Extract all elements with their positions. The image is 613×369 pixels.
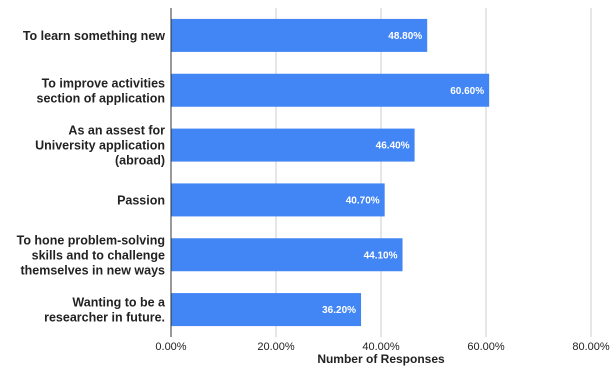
x-tick-label: 40.00% — [362, 341, 400, 353]
bar — [171, 238, 403, 272]
bar — [171, 18, 428, 52]
x-tick-label: 0.00% — [155, 341, 186, 353]
x-tick-label: 60.00% — [467, 341, 505, 353]
x-tick-label: 80.00% — [572, 341, 610, 353]
category-label: As an assest for University application (a… — [35, 124, 165, 168]
x-tick-label: 20.00% — [257, 341, 295, 353]
data-label: 60.60% — [450, 86, 484, 97]
category-label: To learn something new — [23, 29, 165, 43]
category-label: Passion — [117, 193, 165, 207]
bar — [171, 293, 362, 327]
x-axis-title: Number of Responses — [317, 352, 445, 366]
bar — [171, 128, 415, 162]
category-labels: To learn something new To improve activit… — [17, 29, 166, 325]
data-label: 48.80% — [388, 31, 422, 42]
x-tick-labels: 0.00% 20.00% 40.00% 60.00% 80.00% — [155, 341, 609, 353]
category-label: To improve activities section of applicat… — [37, 76, 166, 105]
bar — [171, 73, 490, 107]
category-label: To hone problem-solving skills and to cha… — [17, 233, 165, 277]
category-label: Wanting to be a researcher in future. — [44, 296, 166, 325]
data-label: 44.10% — [364, 250, 398, 261]
bar — [171, 183, 385, 217]
bars: 48.80% 60.60% 46.40% 40.70% 44.10% 36.20% — [171, 18, 490, 327]
data-label: 46.40% — [376, 141, 410, 152]
gridlines — [275, 8, 592, 337]
data-label: 36.20% — [322, 305, 356, 316]
data-label: 40.70% — [346, 195, 380, 206]
